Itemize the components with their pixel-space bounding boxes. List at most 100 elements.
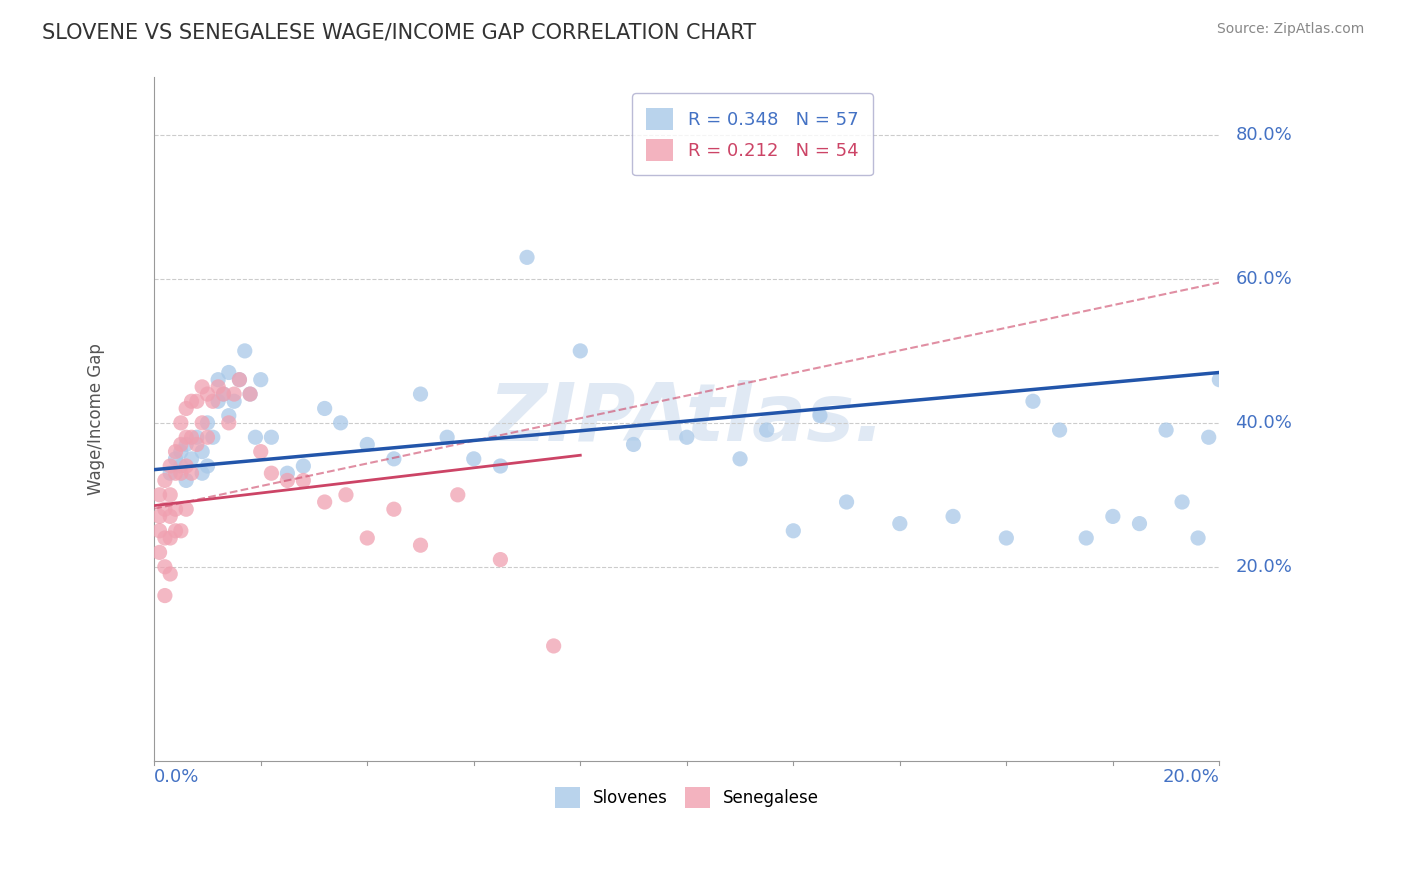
Point xyxy=(165,444,187,458)
Text: Wage/Income Gap: Wage/Income Gap xyxy=(87,343,104,495)
Point xyxy=(174,437,197,451)
Point xyxy=(207,394,229,409)
Point xyxy=(808,409,831,423)
Point xyxy=(543,639,565,653)
Point xyxy=(1049,423,1071,437)
Point xyxy=(245,430,267,444)
Point xyxy=(356,531,378,545)
Point xyxy=(174,458,197,473)
Point xyxy=(356,437,378,451)
Point xyxy=(1187,531,1209,545)
Point xyxy=(148,545,170,559)
Point xyxy=(1076,531,1098,545)
Point xyxy=(212,387,235,401)
Point xyxy=(409,538,432,552)
Point xyxy=(728,451,751,466)
Point xyxy=(276,474,298,488)
Point xyxy=(218,366,240,380)
Text: 80.0%: 80.0% xyxy=(1236,126,1292,144)
Point xyxy=(201,394,224,409)
Point xyxy=(1171,495,1194,509)
Point xyxy=(186,394,208,409)
Point xyxy=(197,458,219,473)
Point xyxy=(197,430,219,444)
Point xyxy=(218,409,240,423)
Point xyxy=(224,394,246,409)
Point xyxy=(835,495,858,509)
Point xyxy=(148,509,170,524)
Point xyxy=(228,373,250,387)
Point xyxy=(675,430,697,444)
Point xyxy=(623,437,645,451)
Point xyxy=(463,451,485,466)
Point xyxy=(153,531,176,545)
Point xyxy=(218,416,240,430)
Point xyxy=(197,387,219,401)
Point xyxy=(249,373,271,387)
Point xyxy=(382,502,405,516)
Point xyxy=(292,458,315,473)
Point xyxy=(191,416,214,430)
Point xyxy=(755,423,778,437)
Point xyxy=(260,430,283,444)
Point xyxy=(314,495,336,509)
Point xyxy=(409,387,432,401)
Point xyxy=(436,430,458,444)
Point xyxy=(260,467,283,481)
Point xyxy=(489,552,512,566)
Point xyxy=(249,444,271,458)
Point xyxy=(239,387,262,401)
Point xyxy=(170,524,193,538)
Point xyxy=(942,509,965,524)
Point xyxy=(228,373,250,387)
Point xyxy=(1208,373,1230,387)
Point xyxy=(382,451,405,466)
Point xyxy=(180,467,202,481)
Point xyxy=(191,444,214,458)
Point xyxy=(447,488,470,502)
Point xyxy=(165,451,187,466)
Point xyxy=(995,531,1018,545)
Point xyxy=(153,589,176,603)
Point xyxy=(1198,430,1220,444)
Point xyxy=(1154,423,1177,437)
Text: 60.0%: 60.0% xyxy=(1236,270,1292,288)
Point xyxy=(159,488,181,502)
Point xyxy=(153,474,176,488)
Point xyxy=(276,467,298,481)
Text: 20.0%: 20.0% xyxy=(1163,768,1219,786)
Text: 20.0%: 20.0% xyxy=(1236,558,1292,575)
Point xyxy=(170,467,193,481)
Text: SLOVENE VS SENEGALESE WAGE/INCOME GAP CORRELATION CHART: SLOVENE VS SENEGALESE WAGE/INCOME GAP CO… xyxy=(42,22,756,42)
Point xyxy=(314,401,336,416)
Point xyxy=(191,467,214,481)
Point xyxy=(207,373,229,387)
Point xyxy=(174,474,197,488)
Point xyxy=(174,430,197,444)
Point xyxy=(170,437,193,451)
Point xyxy=(165,502,187,516)
Point xyxy=(197,416,219,430)
Point xyxy=(153,559,176,574)
Point xyxy=(516,251,538,265)
Point xyxy=(186,430,208,444)
Point xyxy=(186,437,208,451)
Point xyxy=(233,343,256,358)
Point xyxy=(159,467,181,481)
Point xyxy=(201,430,224,444)
Point xyxy=(170,416,193,430)
Point xyxy=(170,444,193,458)
Point xyxy=(1128,516,1150,531)
Legend: Slovenes, Senegalese: Slovenes, Senegalese xyxy=(548,780,825,814)
Point xyxy=(180,430,202,444)
Text: Source: ZipAtlas.com: Source: ZipAtlas.com xyxy=(1216,22,1364,37)
Point xyxy=(489,458,512,473)
Point xyxy=(159,531,181,545)
Point xyxy=(148,488,170,502)
Text: 0.0%: 0.0% xyxy=(155,768,200,786)
Text: ZIPAtlas.: ZIPAtlas. xyxy=(488,380,886,458)
Point xyxy=(889,516,911,531)
Point xyxy=(153,502,176,516)
Point xyxy=(239,387,262,401)
Point xyxy=(159,566,181,581)
